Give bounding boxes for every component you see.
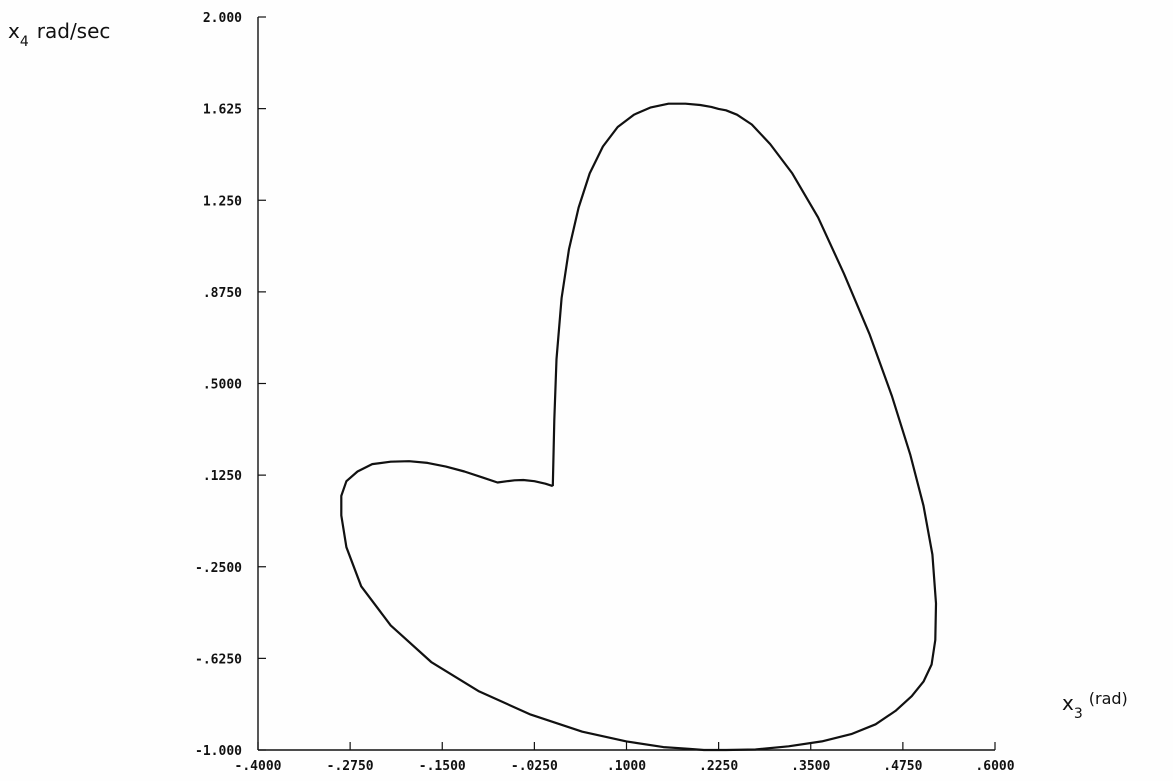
y-axis-title-unit: rad/sec	[37, 19, 111, 43]
x-axis-title-unit: (rad)	[1089, 689, 1128, 708]
y-tick-label: 1.625	[203, 103, 242, 118]
trajectory-curve	[340, 102, 938, 752]
x-axis-title: x3 (rad)	[1062, 689, 1128, 722]
y-axis-title: x4 rad/sec	[8, 19, 110, 50]
y-axis-title-main: x	[8, 19, 20, 43]
x-tick-label: -.2750	[327, 759, 374, 774]
x-axis-title-main: x	[1062, 691, 1074, 715]
x-tick-label: .3500	[791, 759, 830, 774]
y-tick-label: .1250	[203, 469, 242, 484]
x-tick-label: .2250	[699, 759, 738, 774]
x-tick-label: .4750	[883, 759, 922, 774]
y-tick-label: -1.000	[195, 744, 242, 759]
x-tick-label: -.0250	[511, 759, 558, 774]
ticks: -1.000 -.6250 -.2500 .1250 .5000 .8750 1.250 1.…	[195, 11, 1015, 774]
x-tick-label: .6000	[975, 759, 1014, 774]
svg-text:x3(rad): x3 (rad)	[1062, 689, 1128, 722]
x-axis-title-subscript: 3	[1074, 706, 1083, 722]
y-tick-label: 2.000	[203, 11, 242, 26]
y-tick-label: .8750	[203, 286, 242, 301]
y-axis-title-subscript: 4	[20, 34, 29, 50]
axes	[257, 17, 995, 751]
y-tick-label: -.6250	[195, 652, 242, 667]
x-tick-label: -.1500	[419, 759, 466, 774]
x-tick-label: -.4000	[235, 759, 282, 774]
y-tick-label: -.2500	[195, 561, 242, 576]
x-tick-label: .1000	[607, 759, 646, 774]
y-tick-label: .5000	[203, 378, 242, 393]
y-tick-label: 1.250	[203, 194, 242, 209]
series-group	[340, 102, 938, 752]
